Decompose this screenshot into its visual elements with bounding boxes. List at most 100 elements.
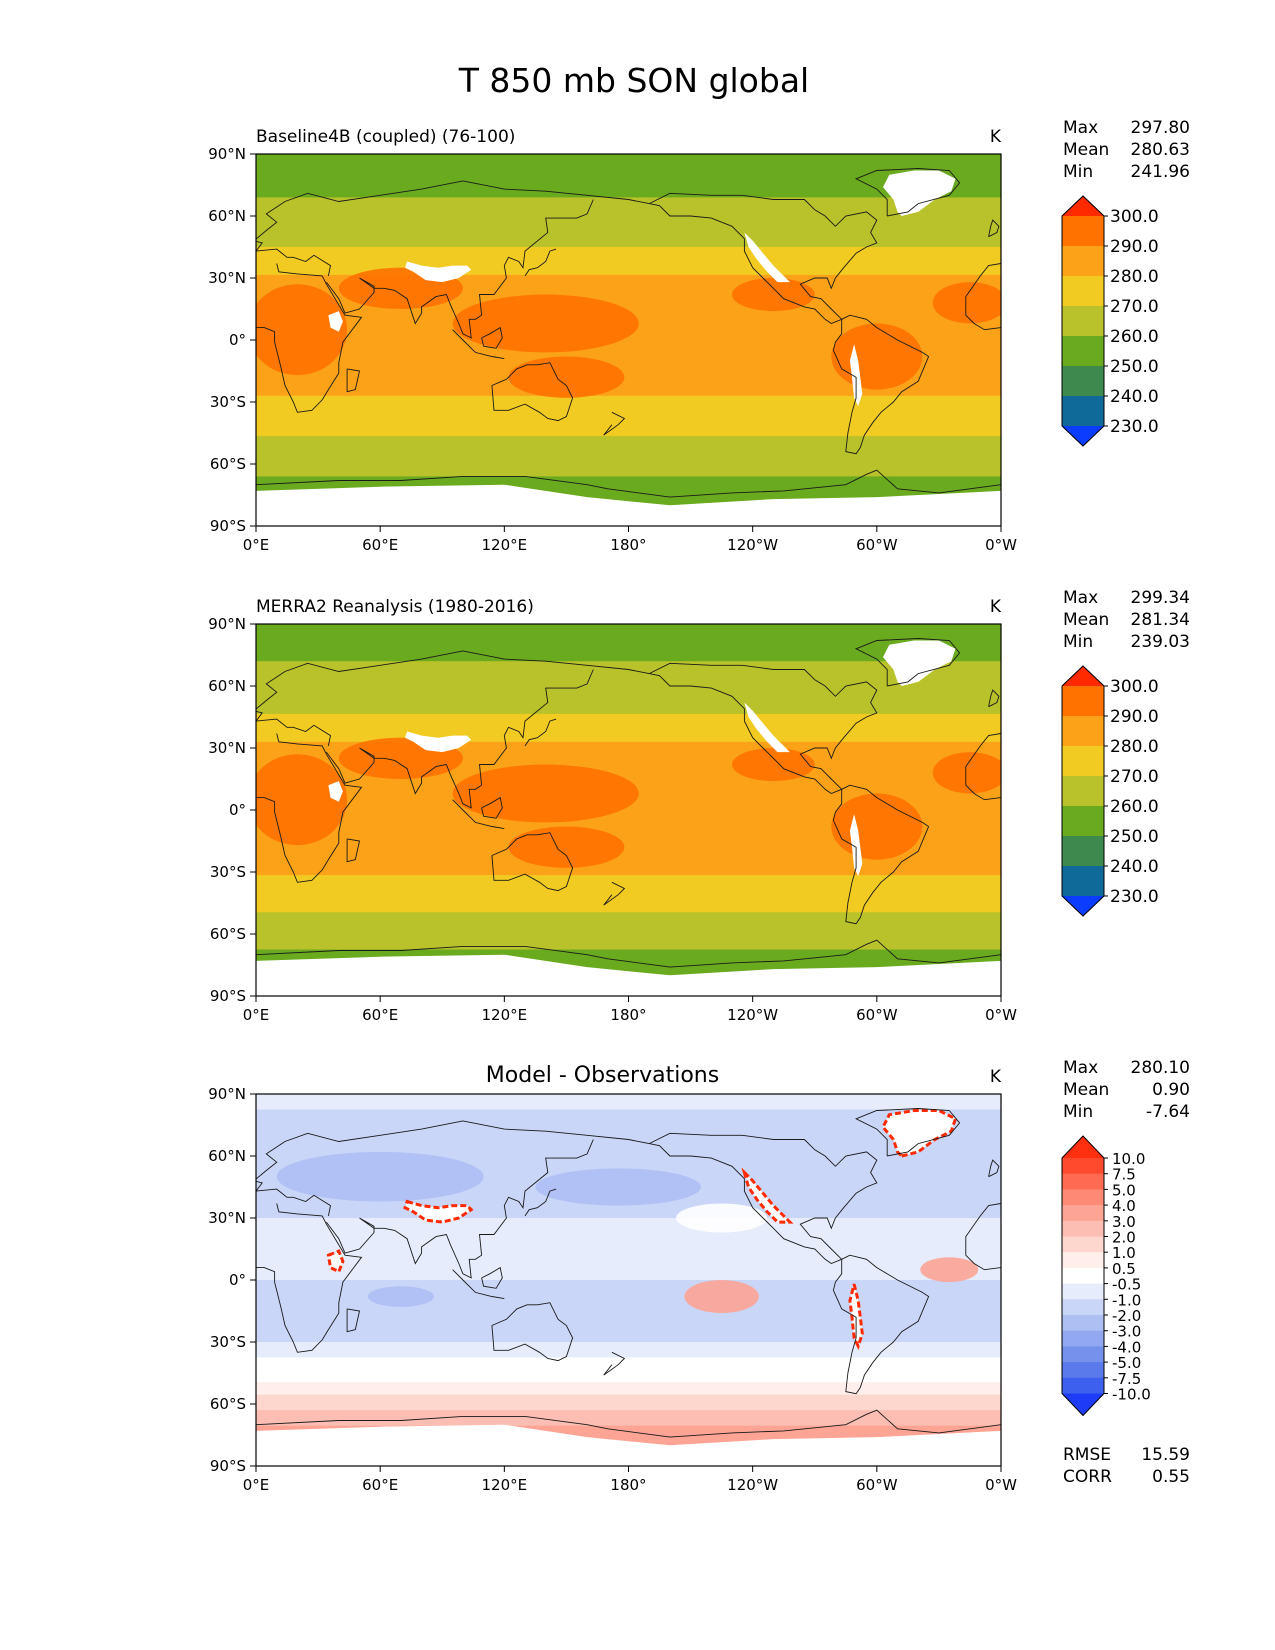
- y-tick-label: 30°S: [210, 393, 246, 411]
- panel-unit: K: [990, 597, 1002, 617]
- field-band: [256, 1345, 1001, 1349]
- field-band: [256, 163, 1001, 167]
- field-band: [256, 698, 1001, 703]
- field-band: [256, 831, 1001, 836]
- field-band: [256, 442, 1001, 446]
- field-band: [256, 222, 1001, 226]
- footer-value: 0.55: [1152, 1467, 1190, 1487]
- x-tick-label: 0°E: [243, 1476, 270, 1494]
- field-band: [256, 1422, 1001, 1427]
- colorbar-label: 7.5: [1112, 1166, 1136, 1184]
- anomaly-cell: [535, 1168, 701, 1206]
- field-band: [256, 1326, 1001, 1331]
- field-band: [256, 679, 1001, 684]
- colorbar-top-cap: [1062, 196, 1104, 216]
- field-band: [256, 377, 1001, 381]
- field-band: [256, 732, 1001, 737]
- panel-unit: K: [990, 1067, 1002, 1087]
- field-band: [256, 865, 1001, 870]
- x-tick-label: 120°E: [482, 536, 528, 554]
- field-band: [256, 1419, 1001, 1424]
- field-band: [256, 284, 1001, 288]
- coastline: [855, 638, 961, 687]
- field-band: [256, 850, 1001, 854]
- coastline: [491, 832, 574, 892]
- colorbar-label: 300.0: [1110, 207, 1159, 227]
- terrain-mask-ethiopia: [328, 311, 343, 332]
- stat-label: Mean: [1063, 610, 1109, 630]
- field-band: [256, 374, 1001, 378]
- field-band: [256, 692, 1001, 696]
- terrain-mask-andes: [848, 1283, 864, 1351]
- field-band: [256, 853, 1001, 858]
- field-band: [256, 701, 1001, 706]
- colorbar-label: 270.0: [1110, 767, 1159, 787]
- field-band: [256, 658, 1001, 662]
- field-band: [256, 305, 1001, 310]
- field-band: [256, 1146, 1001, 1151]
- field-band: [256, 1391, 1001, 1396]
- stat-value: 0.90: [1152, 1080, 1190, 1100]
- field-band: [256, 1131, 1001, 1135]
- stat-value: 239.03: [1131, 632, 1190, 652]
- colorbar-label: 0.5: [1112, 1260, 1136, 1278]
- coastline: [855, 1108, 961, 1157]
- field-band: [256, 868, 1001, 873]
- field-band: [256, 1369, 1001, 1374]
- colorbar-top-cap: [1062, 1136, 1104, 1158]
- colorbar-segment: [1062, 1158, 1104, 1175]
- anomaly-cell: [831, 323, 923, 390]
- colorbar-segment: [1062, 1362, 1104, 1379]
- colorbar-segment: [1062, 1236, 1104, 1253]
- field-band: [256, 1205, 1001, 1210]
- panel-1: 0°E 60°E 120°E 180° 120°W 60°W 0°W 90°N 60°N 30°N…: [208, 118, 1190, 554]
- field-band: [256, 485, 1001, 490]
- colorbar-label: 250.0: [1110, 357, 1159, 377]
- field-band: [256, 1311, 1001, 1315]
- field-band: [256, 336, 1001, 341]
- y-tick-label: 30°N: [208, 1209, 246, 1227]
- coastline: [346, 1308, 361, 1333]
- field-band: [256, 1295, 1001, 1300]
- field-band: [256, 1224, 1001, 1228]
- field-band: [256, 228, 1001, 233]
- stat-value: 297.80: [1131, 118, 1190, 138]
- field-band: [256, 1292, 1001, 1297]
- panel-2: 0°E 60°E 120°E 180° 120°W 60°W 0°W 90°N 60°N 30°N…: [208, 588, 1190, 1024]
- field-band: [256, 299, 1001, 304]
- field-band: [256, 417, 1001, 422]
- y-tick-label: 30°N: [208, 269, 246, 287]
- colorbar-label: 1.0: [1112, 1244, 1136, 1262]
- field-band: [256, 470, 1001, 474]
- y-tick-label: 30°N: [208, 739, 246, 757]
- field-band: [256, 188, 1001, 192]
- y-tick-label: 0°: [229, 331, 246, 349]
- field-band: [256, 890, 1001, 895]
- colorbar-segment: [1062, 806, 1104, 837]
- coastline: [452, 1269, 505, 1300]
- colorbar-segment: [1062, 1173, 1104, 1190]
- colorbar-label: 290.0: [1110, 707, 1159, 727]
- field-band: [256, 1397, 1001, 1402]
- field-band: [256, 726, 1001, 730]
- y-tick-label: 90°S: [210, 517, 246, 535]
- field-band: [256, 735, 1001, 740]
- field-band: [256, 234, 1001, 239]
- field-band: [256, 825, 1001, 830]
- stat-value: 299.34: [1131, 588, 1190, 608]
- field-band: [256, 1103, 1001, 1107]
- field-band: [256, 918, 1001, 923]
- y-tick-label: 60°N: [208, 207, 246, 225]
- field-band: [256, 676, 1001, 681]
- field-band: [256, 203, 1001, 208]
- field-band: [256, 1407, 1001, 1411]
- field-band: [256, 383, 1001, 388]
- field-band: [256, 290, 1001, 295]
- field-band: [256, 754, 1001, 758]
- x-tick-label: 60°E: [362, 1006, 398, 1024]
- field-band: [256, 909, 1001, 913]
- field-band: [256, 1233, 1001, 1238]
- field-band: [256, 1289, 1001, 1293]
- anomaly-cell: [932, 282, 1001, 324]
